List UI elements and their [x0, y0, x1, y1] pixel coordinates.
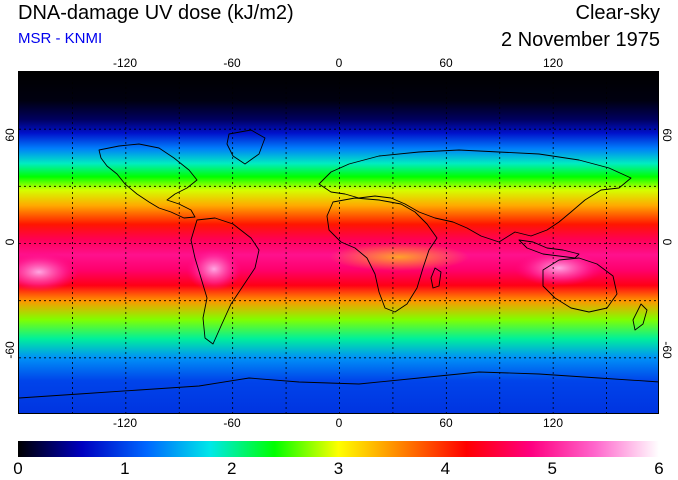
lat-tick-right: 0: [660, 238, 674, 246]
colorbar-label: 5: [547, 459, 557, 478]
indonesia-outline: [518, 239, 580, 259]
lon-tick-bottom: 120: [542, 416, 564, 430]
map-title: DNA-damage UV dose (kJ/m2): [18, 2, 294, 24]
colorbar-label: 0: [13, 459, 23, 478]
colorbar-label: 2: [226, 459, 237, 478]
madagascar-outline: [430, 267, 442, 289]
colorbar-gradient: [18, 441, 659, 457]
lat-tick-left: 0: [3, 238, 17, 246]
south-america-outline: [190, 217, 260, 345]
lon-tick-bottom: 60: [439, 416, 453, 430]
eurasia-outline: [318, 149, 632, 243]
africa-outline: [326, 197, 438, 313]
andes-high-dose-region: [186, 247, 242, 291]
lon-tick-top: 0: [335, 56, 343, 70]
lat-tick-left: 60: [3, 128, 17, 142]
colorbar-label: 6: [654, 459, 664, 478]
north-america-outline: [98, 143, 198, 219]
dose-background: [19, 72, 658, 413]
lon-tick-top: -120: [112, 56, 138, 70]
map-date: 2 November 1975: [501, 29, 660, 51]
greenland-outline: [226, 129, 266, 165]
antarctica-outline: [19, 371, 658, 399]
lat-tick-right: 60: [660, 128, 674, 142]
uv-dose-map: [18, 71, 659, 414]
atlantic-lower-dose-region: [329, 243, 469, 271]
colorbar: [18, 441, 659, 457]
lat-tick-right: -60: [660, 341, 674, 359]
graticule: [19, 72, 658, 413]
colorbar-label: 3: [333, 459, 344, 478]
australia-high-dose-region: [514, 250, 604, 286]
sky-condition-label: Clear-sky: [575, 2, 660, 24]
colorbar-label: 1: [120, 459, 130, 478]
lon-tick-top: -60: [223, 56, 241, 70]
lon-tick-bottom: -60: [223, 416, 241, 430]
map-subtitle: MSR - KNMI: [18, 30, 103, 47]
new-zealand-outline: [632, 303, 648, 331]
lon-tick-bottom: 0: [335, 416, 343, 430]
coastlines: [19, 129, 658, 399]
uv-dose-map-canvas: [19, 72, 658, 413]
pacific-high-dose-region: [19, 252, 79, 292]
lon-tick-bottom: -120: [112, 416, 138, 430]
colorbar-label: 4: [440, 459, 451, 478]
lon-tick-top: 60: [439, 56, 453, 70]
australia-outline: [542, 257, 618, 313]
lon-tick-top: 120: [542, 56, 564, 70]
lat-tick-left: -60: [3, 341, 17, 359]
